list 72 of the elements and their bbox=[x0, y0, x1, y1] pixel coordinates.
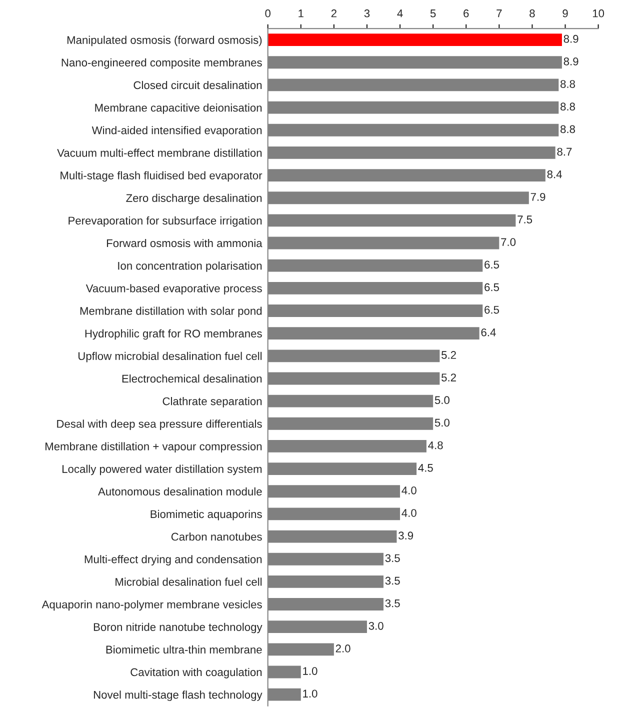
x-tick-label: 7 bbox=[496, 10, 502, 18]
data-label: 3.9 bbox=[398, 532, 414, 540]
y-tick-label: Cavitation with coagulation bbox=[130, 668, 262, 678]
y-tick-label: Membrane distillation with solar pond bbox=[80, 306, 262, 318]
x-tick-label: 8 bbox=[530, 9, 535, 18]
y-tick-label: Closed circuit desalination bbox=[134, 80, 262, 90]
y-tick-label: Ion concentration polarisation bbox=[118, 262, 262, 272]
data-label: 5.0 bbox=[434, 396, 450, 404]
y-tick-label: Multi-stage flash fluidised bed evaporator bbox=[60, 171, 262, 182]
x-tick-label: 2 bbox=[331, 9, 336, 18]
data-label: 7.9 bbox=[530, 192, 546, 201]
data-label: 1.0 bbox=[303, 690, 318, 698]
y-tick-label: Hydrophilic graft for RO membranes bbox=[85, 329, 262, 340]
data-label: 1.0 bbox=[303, 667, 318, 675]
x-tick-label: 4 bbox=[397, 10, 403, 18]
data-label: 3.5 bbox=[385, 599, 400, 608]
y-tick-label: Electrochemical desalination bbox=[122, 374, 262, 383]
y-tick-label: Autonomous desalination module bbox=[98, 487, 262, 496]
data-label: 5.2 bbox=[442, 374, 456, 382]
x-tick-label: 5 bbox=[430, 10, 436, 18]
y-tick-label: Manipulated osmosis (forward osmosis) bbox=[67, 36, 262, 46]
data-label: 8.4 bbox=[547, 170, 562, 178]
y-tick-label: Upflow microbial desalination fuel cell bbox=[78, 352, 262, 362]
y-tick-label: Boron nitride nanotube technology bbox=[94, 622, 262, 634]
data-label: 6.5 bbox=[484, 260, 500, 269]
y-tick-label: Multi-effect drying and condensation bbox=[84, 555, 262, 566]
data-label: 6.4 bbox=[481, 328, 496, 336]
x-tick-label: 1 bbox=[298, 10, 304, 18]
data-label: 3.5 bbox=[385, 554, 400, 562]
data-label: 4.0 bbox=[402, 509, 416, 517]
y-tick-label: Nano-engineered composite membranes bbox=[62, 58, 262, 69]
x-tick-label: 6 bbox=[464, 9, 469, 18]
y-tick-label: Clathrate separation bbox=[162, 397, 262, 408]
data-label: 4.0 bbox=[402, 486, 416, 494]
y-tick-label: Membrane capacitive deionisation bbox=[95, 104, 262, 114]
data-label: 2.0 bbox=[336, 644, 350, 652]
data-label: 3.5 bbox=[385, 576, 400, 585]
data-label: 8.7 bbox=[557, 148, 572, 156]
data-label: 5.0 bbox=[434, 418, 450, 427]
x-tick-label: 9 bbox=[562, 9, 568, 18]
data-label: 5.2 bbox=[442, 351, 456, 359]
y-tick-label: Vacuum-based evaporative process bbox=[86, 284, 262, 294]
y-tick-label: Perevaporation for subsurface irrigation bbox=[68, 216, 262, 227]
bar bbox=[268, 34, 562, 46]
y-tick-label: Carbon nanotubes bbox=[171, 532, 262, 541]
y-tick-label: Desal with deep sea pressure differentials bbox=[57, 420, 262, 430]
data-label: 6.5 bbox=[484, 306, 500, 314]
data-label: 8.9 bbox=[564, 58, 578, 66]
data-label: 6.5 bbox=[484, 283, 500, 292]
y-tick-label: Vacuum multi-effect membrane distillation bbox=[57, 148, 262, 157]
y-tick-label: Novel multi-stage flash technology bbox=[94, 690, 262, 701]
data-label: 3.0 bbox=[368, 622, 384, 630]
data-label: 8.9 bbox=[564, 34, 578, 43]
y-tick-label: Locally powered water distillation system bbox=[62, 464, 262, 476]
data-label: 7.0 bbox=[501, 238, 516, 246]
data-label: 8.8 bbox=[560, 125, 575, 134]
y-tick-label: Microbial desalination fuel cell bbox=[116, 578, 262, 586]
data-label: 4.8 bbox=[428, 441, 443, 450]
y-tick-label: Wind-aided intensified evaporation bbox=[92, 126, 262, 136]
y-tick-label: Forward osmosis with ammonia bbox=[106, 238, 262, 248]
y-tick-label: Zero discharge desalination bbox=[126, 194, 262, 204]
x-tick-label: 0 bbox=[265, 9, 270, 18]
data-label: 8.8 bbox=[560, 102, 575, 111]
y-tick-label: Aquaporin nano-polymer membrane vesicles bbox=[42, 600, 262, 611]
y-tick-label: Membrane distillation + vapour compression bbox=[46, 442, 262, 453]
data-label: 8.8 bbox=[560, 80, 575, 88]
y-tick-label: Biomimetic aquaporins bbox=[150, 510, 262, 520]
x-tick-label: 3 bbox=[364, 9, 370, 18]
data-label: 4.5 bbox=[418, 464, 433, 472]
data-label: 7.5 bbox=[518, 216, 532, 224]
x-tick-label: 10 bbox=[592, 9, 604, 18]
y-tick-label: Biomimetic ultra-thin membrane bbox=[106, 645, 262, 654]
